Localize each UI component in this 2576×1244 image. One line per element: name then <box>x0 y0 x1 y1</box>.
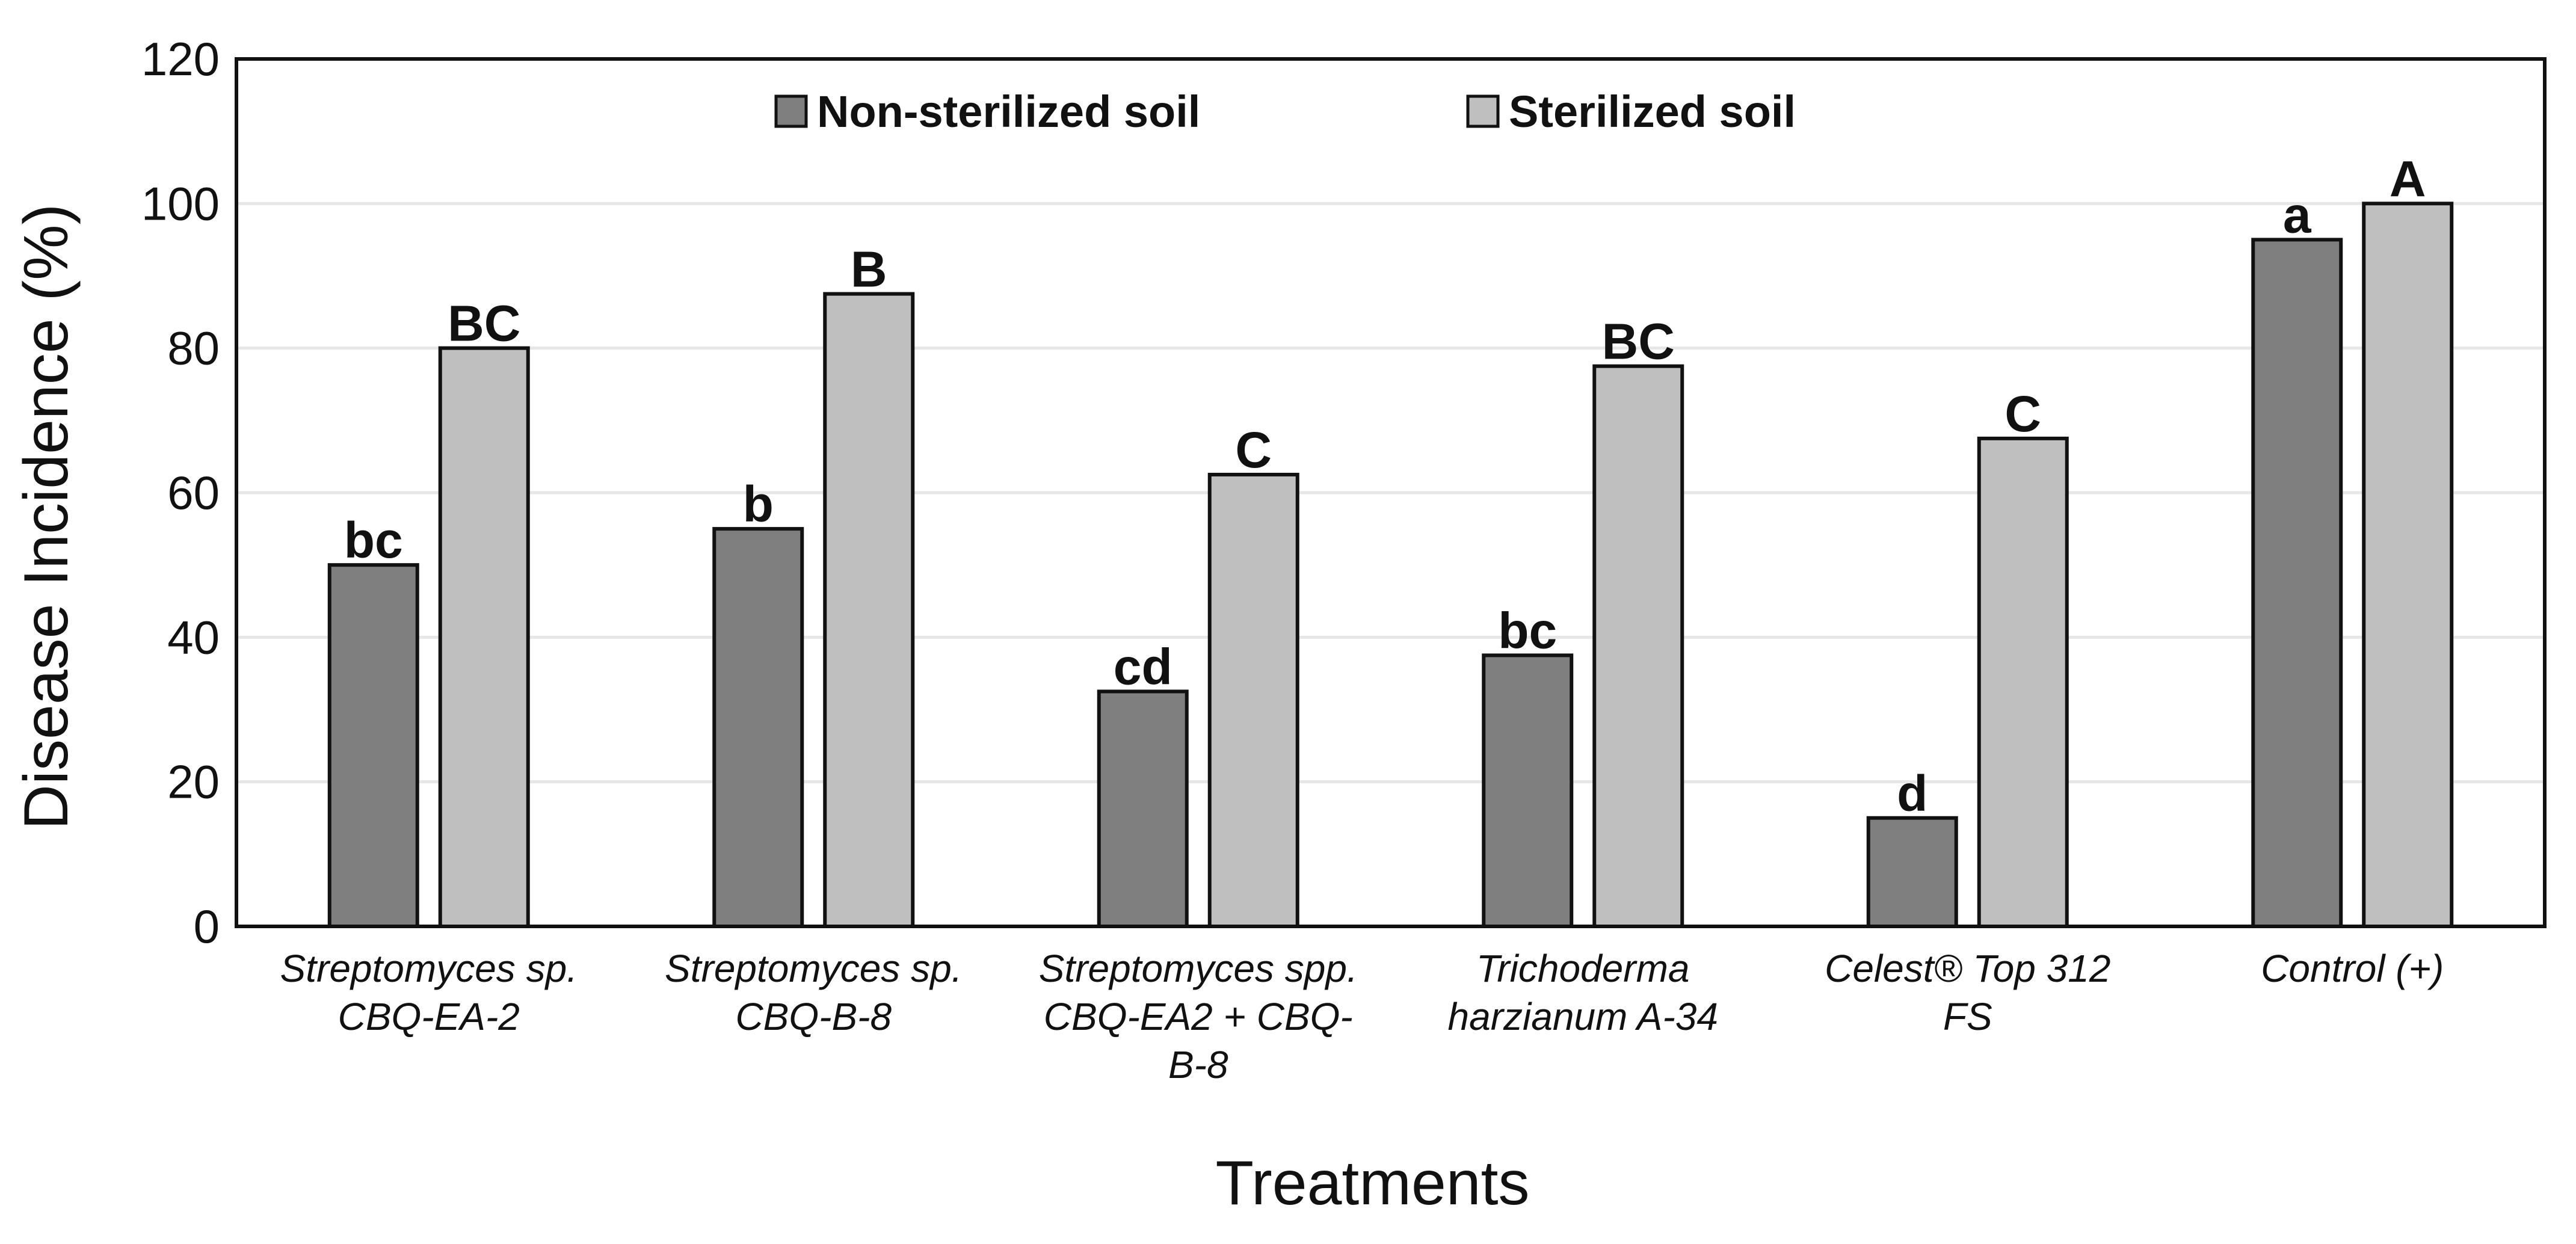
y-tick-label: 120 <box>141 32 220 85</box>
y-tick-label: 60 <box>167 466 220 519</box>
x-category-label: Streptomyces spp. CBQ-EA2 + CBQ- B-8 <box>1039 947 1358 1086</box>
y-tick-label: 100 <box>141 177 220 230</box>
y-tick-label: 0 <box>194 900 220 953</box>
x-category-line: FS <box>1943 995 1992 1038</box>
bar-non-sterilized <box>712 527 804 928</box>
bars <box>327 202 2454 929</box>
bar-sterilized <box>1977 436 2069 928</box>
significance-letter: C <box>1235 422 1272 478</box>
x-category-label: Streptomyces sp. CBQ-B-8 <box>665 947 962 1038</box>
x-category-label: Celest® Top 312 FS <box>1825 947 2110 1038</box>
plot-area-frame <box>235 57 2547 928</box>
bar-sterilized <box>438 346 530 928</box>
significance-letter: bc <box>344 512 403 568</box>
significance-letter: cd <box>1114 638 1172 695</box>
y-tick-label: 20 <box>167 756 220 808</box>
x-category-label: Trichoderma harzianum A-34 <box>1448 947 1718 1038</box>
x-category-line: CBQ-B-8 <box>735 995 892 1038</box>
legend-label-non-sterilized: Non-sterilized soil <box>817 87 1200 137</box>
x-category-line: Control (+) <box>2261 947 2444 990</box>
x-axis-title: Treatments <box>1215 1148 1529 1218</box>
significance-letter: d <box>1897 765 1927 822</box>
y-tick-label: 80 <box>167 322 220 375</box>
bar-non-sterilized <box>1482 653 1574 928</box>
bar-non-sterilized <box>327 563 419 928</box>
x-category-line: CBQ-EA2 + CBQ- <box>1044 995 1353 1038</box>
y-tick-label: 40 <box>167 611 220 664</box>
y-axis-ticks: 0 20 40 60 80 100 120 <box>141 32 220 953</box>
x-category-line: Trichoderma <box>1476 947 1689 990</box>
legend-label-sterilized: Sterilized soil <box>1509 87 1796 137</box>
bar-sterilized <box>1592 364 1684 928</box>
x-category-label: Control (+) <box>2261 947 2444 990</box>
bar-sterilized <box>2362 202 2454 928</box>
x-category-line: Streptomyces spp. <box>1039 947 1358 990</box>
significance-labels: bc BC b Bcd Cbc BC d Ca A <box>344 150 2426 821</box>
significance-letter: BC <box>1602 313 1675 370</box>
bar-non-sterilized <box>1097 689 1189 929</box>
significance-letter: B <box>851 241 887 298</box>
significance-letter: BC <box>448 295 520 352</box>
significance-letter: C <box>2004 386 2041 442</box>
bar-sterilized <box>1207 472 1299 928</box>
bar-non-sterilized <box>1866 816 1958 928</box>
x-category-label: Streptomyces sp. CBQ-EA-2 <box>280 947 578 1038</box>
x-category-line: harzianum A-34 <box>1448 995 1718 1038</box>
significance-letter: A <box>2390 150 2426 207</box>
significance-letter: a <box>2283 186 2312 243</box>
x-category-line: Streptomyces sp. <box>280 947 578 990</box>
legend: Non-sterilized soil Sterilized soil <box>774 87 1796 137</box>
gridlines <box>236 202 2545 784</box>
bar-non-sterilized <box>2251 238 2343 929</box>
x-category-line: B-8 <box>1168 1043 1228 1086</box>
significance-letter: b <box>743 476 774 532</box>
y-axis-title: Disease Incidence (%) <box>11 204 81 830</box>
x-category-line: CBQ-EA-2 <box>338 995 520 1038</box>
x-category-line: Streptomyces sp. <box>665 947 962 990</box>
legend-swatch-non-sterilized <box>774 94 808 128</box>
legend-swatch-sterilized <box>1466 94 1500 128</box>
x-category-line: Celest® Top 312 <box>1825 947 2110 990</box>
significance-letter: bc <box>1498 602 1557 659</box>
bar-sterilized <box>823 292 915 929</box>
